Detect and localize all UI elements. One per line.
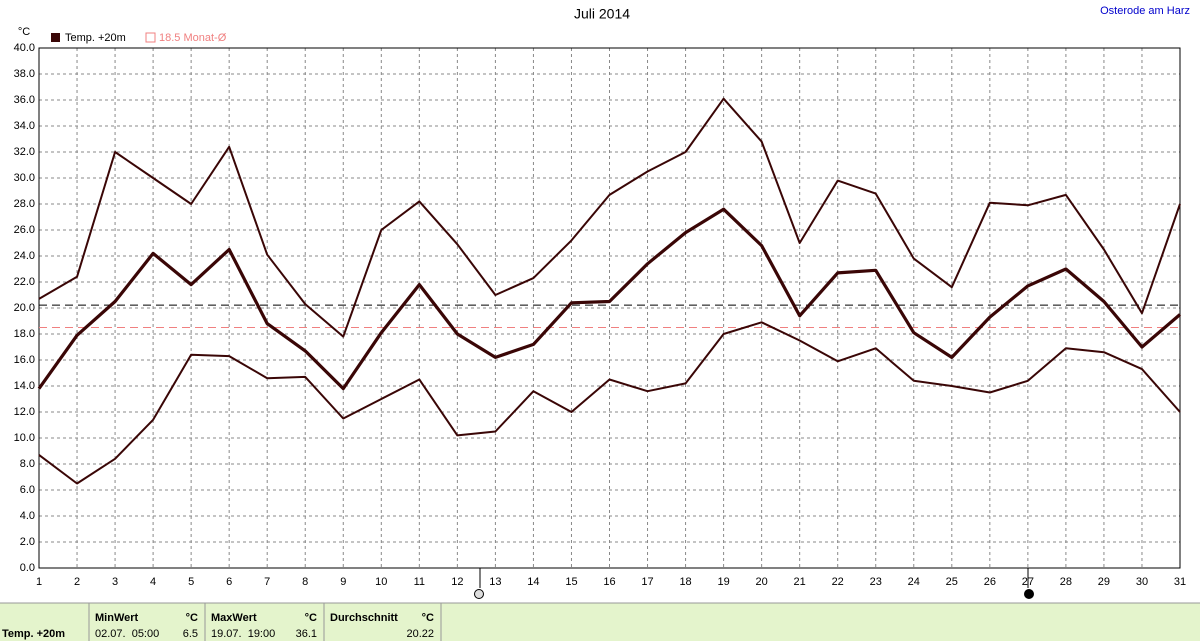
- y-tick-label: 40.0: [14, 42, 35, 54]
- max-unit: °C: [305, 612, 317, 624]
- footer-label: Temp. +20m: [2, 628, 65, 640]
- x-tick-label: 29: [1098, 576, 1110, 588]
- mean-unit: °C: [422, 612, 434, 624]
- mean-title: Durchschnitt: [330, 612, 398, 624]
- y-tick-label: 20.0: [14, 302, 35, 314]
- x-tick-label: 22: [832, 576, 844, 588]
- y-tick-label: 24.0: [14, 250, 35, 262]
- max-time: 19.07. 19:00: [211, 628, 275, 640]
- x-tick-label: 11: [414, 576, 425, 588]
- x-tick-label: 1: [36, 576, 42, 588]
- y-tick-label: 34.0: [14, 120, 35, 132]
- x-tick-label: 21: [794, 576, 806, 588]
- y-tick-label: 32.0: [14, 146, 35, 158]
- y-tick-label: 18.0: [14, 328, 35, 340]
- y-tick-label: 12.0: [14, 406, 35, 418]
- x-tick-label: 19: [717, 576, 729, 588]
- max-line: [38, 97, 1181, 338]
- y-unit: °C: [18, 26, 30, 38]
- mean-value: 20.22: [406, 628, 434, 640]
- x-tick-label: 15: [565, 576, 577, 588]
- y-tick-label: 10.0: [14, 432, 35, 444]
- x-tick-label: 28: [1060, 576, 1072, 588]
- min-time: 02.07. 05:00: [95, 628, 159, 640]
- y-tick-label: 38.0: [14, 68, 35, 80]
- x-tick-label: 7: [264, 576, 270, 588]
- max-value: 36.1: [296, 628, 317, 640]
- x-tick-label: 17: [641, 576, 653, 588]
- min-line: [38, 321, 1181, 485]
- x-tick-label: 16: [603, 576, 615, 588]
- y-tick-label: 16.0: [14, 354, 35, 366]
- x-tick-label: 31: [1174, 576, 1186, 588]
- x-tick-label: 4: [150, 576, 156, 588]
- x-tick-label: 20: [756, 576, 768, 588]
- y-tick-label: 26.0: [14, 224, 35, 236]
- full-moon-icon: [1024, 589, 1034, 599]
- x-tick-label: 18: [679, 576, 691, 588]
- x-tick-label: 6: [226, 576, 232, 588]
- x-tick-label: 5: [188, 576, 194, 588]
- plot-border: [38, 47, 1181, 569]
- y-tick-label: 0.0: [20, 562, 35, 574]
- series-line: [37, 207, 1182, 391]
- footer-bg: [0, 603, 1200, 641]
- x-tick-label: 24: [908, 576, 920, 588]
- legend-label: 18.5 Monat-Ø: [159, 32, 227, 44]
- x-tick-label: 30: [1136, 576, 1148, 588]
- x-tick-label: 3: [112, 576, 118, 588]
- y-tick-label: 2.0: [20, 536, 35, 548]
- y-tick-label: 22.0: [14, 276, 35, 288]
- chart-title: Juli 2014: [574, 6, 630, 22]
- y-tick-label: 30.0: [14, 172, 35, 184]
- max-title: MaxWert: [211, 612, 257, 624]
- x-tick-label: 25: [946, 576, 958, 588]
- y-tick-label: 8.0: [20, 458, 35, 470]
- legend-swatch: [145, 32, 156, 43]
- plot: 0.0 2.0 4.0 6.0 8.0 10.0 12.0 14.0 16.0 18.0 20.0 2…: [14, 42, 1187, 588]
- y-tick-label: 28.0: [14, 198, 35, 210]
- legend-swatch: [51, 33, 60, 42]
- y-tick-label: 14.0: [14, 380, 35, 392]
- x-tick-label: 8: [302, 576, 308, 588]
- x-tick-label: 26: [984, 576, 996, 588]
- x-tick-label: 10: [375, 576, 387, 588]
- location: Osterode am Harz: [1100, 5, 1190, 17]
- min-unit: °C: [186, 612, 198, 624]
- min-value: 6.5: [183, 628, 198, 640]
- x-tick-label: 9: [340, 576, 346, 588]
- x-tick-label: 14: [527, 576, 539, 588]
- y-tick-label: 6.0: [20, 484, 35, 496]
- x-tick-label: 13: [489, 576, 501, 588]
- new-moon-icon: [474, 589, 484, 599]
- y-tick-label: 36.0: [14, 94, 35, 106]
- legend-label: Temp. +20m: [65, 32, 126, 44]
- y-tick-label: 4.0: [20, 510, 35, 522]
- footer: Temp. +20m MinWert °C 02.07. 05:00 6.5 M…: [0, 602, 1200, 641]
- x-tick-label: 12: [451, 576, 463, 588]
- x-tick-label: 23: [870, 576, 882, 588]
- min-title: MinWert: [95, 612, 139, 624]
- x-tick-label: 2: [74, 576, 80, 588]
